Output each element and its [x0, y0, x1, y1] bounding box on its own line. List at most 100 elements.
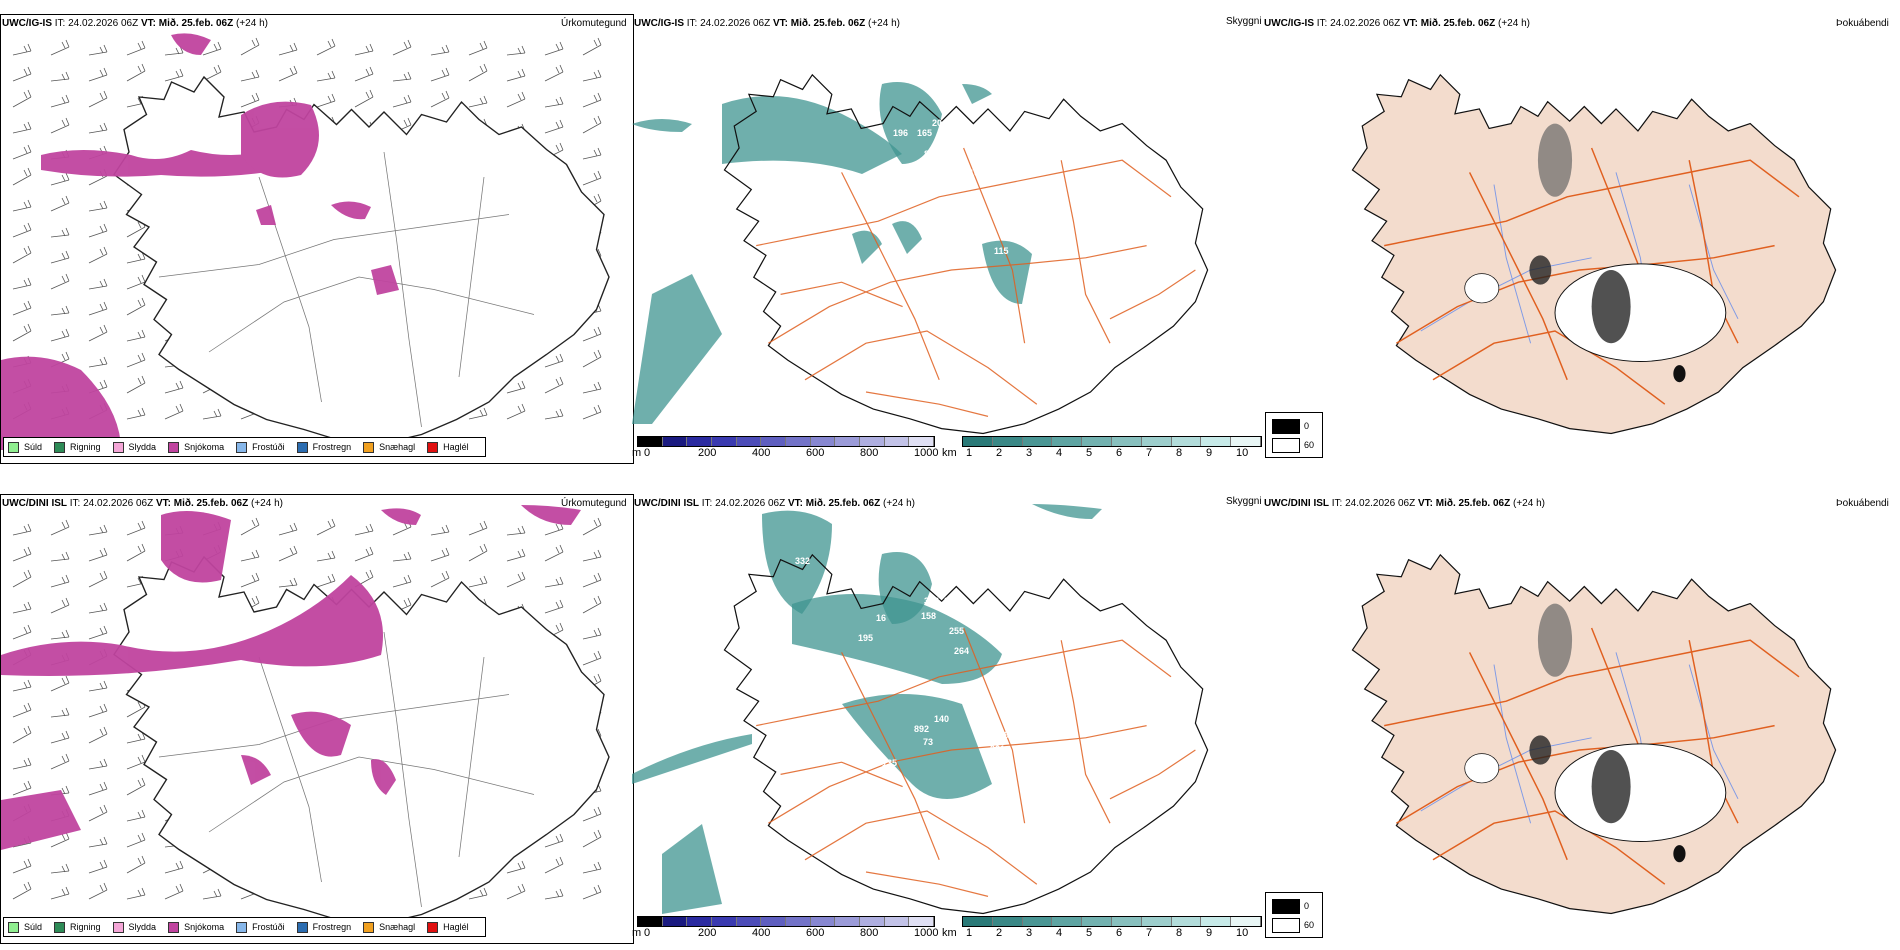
legend-label: Snæhagl	[379, 922, 416, 932]
fog-legend: 0 60	[1265, 412, 1323, 458]
colorbar-cell	[736, 917, 762, 926]
precip-legend: Súld Rigning Slydda Snjókoma Frostúði Frostre…	[3, 917, 486, 937]
visibility-colorbar	[962, 436, 1262, 447]
precip-legend-item: Frostúði	[236, 921, 285, 933]
colorbar-cell	[662, 917, 688, 926]
legend-label: Súld	[24, 442, 43, 452]
scale-tick: 200	[698, 447, 717, 459]
visibility-label: 195	[858, 633, 873, 643]
visibility-label: 115	[994, 246, 1009, 256]
model-name: UWC/IG-IS	[2, 18, 52, 29]
scale-tick: 10	[1236, 927, 1249, 939]
colorbar-cell	[638, 437, 663, 446]
legend-label: Frostúði	[252, 442, 285, 452]
legend-label: Frostregn	[312, 442, 352, 452]
precip-legend-item: Snjókoma	[168, 921, 224, 933]
visibility-label: 73	[923, 737, 933, 747]
colorbar-cell	[1231, 917, 1261, 926]
scale-tick: 9	[1206, 447, 1213, 459]
scale-tick: 1000	[914, 927, 939, 939]
visibility-label: 332	[795, 556, 810, 566]
iceland-coastline	[1351, 73, 1837, 435]
scale-tick: 7	[1146, 447, 1153, 459]
legend-swatch	[296, 441, 308, 453]
fog-legend: 0 60	[1265, 892, 1323, 938]
colorbar-cell	[992, 917, 1023, 926]
scale-tick: 0	[644, 927, 651, 939]
colorbar-cell	[884, 917, 910, 926]
visibility-label: 42	[954, 138, 964, 148]
legend-swatch	[8, 921, 19, 933]
colorbar-cell	[1111, 917, 1142, 926]
visibility-label: 196	[893, 128, 908, 138]
visibility-label: 139	[994, 730, 1009, 740]
colorbar-cell	[662, 437, 688, 446]
scale-tick: 400	[752, 447, 771, 459]
visibility-label: 85	[924, 149, 934, 159]
legend-label: Haglél	[443, 922, 469, 932]
colorbar-cell	[1141, 437, 1172, 446]
scale-tick: 6	[1116, 927, 1123, 939]
scale-tick: 6	[1116, 447, 1123, 459]
colorbar-cell	[1022, 437, 1053, 446]
precip-legend-item: Súld	[8, 441, 43, 453]
header-1: UWC/IG-IS IT: 24.02.2026 06Z VT: Mið. 25…	[2, 18, 268, 29]
precip-legend-item: Frostregn	[296, 441, 352, 453]
iceland-coastline	[113, 75, 610, 446]
colorbar-cell	[963, 437, 993, 446]
scale-tick: 0	[644, 447, 651, 459]
fog-title: Þokuábendi	[1836, 498, 1889, 509]
scale-tick: 3	[1026, 927, 1033, 939]
precip-legend-item: Rigning	[54, 921, 101, 933]
iceland-coastline	[723, 73, 1209, 435]
colorbar-cell	[1082, 437, 1112, 446]
legend-swatch	[54, 441, 66, 453]
visibility-label: 892	[914, 724, 929, 734]
colorbar-cell	[638, 917, 663, 926]
vis-panel-1: 204 196 165 85 42 109 133 110 76 115	[632, 14, 1262, 462]
scale-tick: 200	[698, 927, 717, 939]
scale-unit: km	[942, 927, 957, 939]
precip-legend-item: Haglél	[427, 921, 469, 933]
scale-tick: 10	[1236, 447, 1249, 459]
visibility-label: 251	[980, 714, 995, 724]
visibility-label: 276	[944, 596, 959, 606]
colorbar-cell	[1052, 437, 1083, 446]
visibility-label: 76	[988, 232, 998, 242]
colorbar-cell	[1141, 917, 1172, 926]
visibility-label: 140	[934, 714, 949, 724]
legend-swatch	[363, 441, 375, 453]
legend-label: Súld	[24, 922, 43, 932]
visibility-label: 16	[876, 613, 886, 623]
legend-swatch	[427, 441, 439, 453]
colorbar-cell	[1111, 437, 1142, 446]
elevation-ticks: m 0 200 400 600 800 1000	[632, 447, 942, 461]
colorbar-cell	[712, 917, 737, 926]
legend-swatch	[8, 441, 19, 453]
colorbar-cell	[835, 437, 861, 446]
scale-tick: 800	[860, 447, 879, 459]
colorbar-cell	[810, 437, 836, 446]
legend-label: Haglél	[443, 442, 469, 452]
fog-map-2	[1351, 553, 1837, 915]
fog-map-1	[1351, 73, 1837, 435]
legend-swatch	[363, 921, 375, 933]
visibility-label: 264	[954, 646, 969, 656]
precip-legend-item: Súld	[8, 921, 43, 933]
visibility-label: 791	[992, 766, 1007, 776]
road-network	[1384, 147, 1800, 405]
colorbar-cell	[1201, 917, 1232, 926]
fog-title: Þokuábendi	[1836, 18, 1889, 29]
precip-panel-1: Súld Rigning Slydda Snjókoma Frostúði Frostre…	[0, 14, 634, 464]
scale-tick: 1	[966, 447, 973, 459]
fog-panel-1	[1262, 14, 1900, 462]
visibility-label: 255	[949, 626, 964, 636]
scale-tick: 600	[806, 927, 825, 939]
snowfall-areas	[1, 505, 581, 850]
fog-header-2: UWC/DINI ISL IT: 24.02.2026 06Z VT: Mið.…	[1264, 498, 1545, 509]
low-visibility-areas	[632, 504, 1102, 914]
elevation-colorbar	[637, 916, 935, 927]
colorbar-cell	[712, 437, 737, 446]
legend-label: Frostúði	[252, 922, 285, 932]
precip-title: Úrkomutegund	[561, 498, 627, 509]
